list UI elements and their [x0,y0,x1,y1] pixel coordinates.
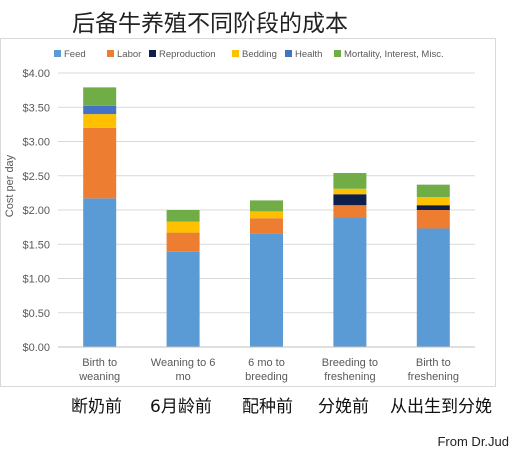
bar-segment [416,210,450,229]
bars [58,87,475,348]
page-title: 后备牛养殖不同阶段的成本 [72,11,348,37]
x-tick-label: Weaning to 6 mo [151,357,216,383]
chinese-label-2: 6月龄前 [150,397,212,417]
bar-segment [333,173,367,189]
legend-swatch [232,50,239,57]
legend-swatch [285,50,292,57]
bar-segment [333,194,367,206]
x-tick-label: Birth to freshening [408,357,459,383]
bar-segment [83,105,117,115]
chinese-label-1: 断奶前 [71,397,122,417]
legend-swatch [107,50,114,57]
legend-label: Reproduction [159,49,216,60]
legend-swatch [54,50,61,57]
x-tick-label: Breeding to freshening [322,357,378,383]
x-tick-label: Birth to weaning [78,357,120,383]
y-tick-label: $2.00 [22,205,50,217]
bar-segment [166,232,200,252]
bar-segment [83,198,117,347]
y-tick-label: $3.00 [22,137,50,149]
chinese-label-4: 分娩前 [318,397,369,417]
bar-segment [250,200,283,212]
legend-label: Labor [117,49,141,60]
y-tick-label: $0.50 [22,308,50,320]
bar-segment [416,196,450,206]
source-credit: From Dr.Jud [437,434,509,449]
y-tick-label: $0.00 [22,342,50,354]
chinese-label-5: 从出生到分娩 [390,397,492,417]
chinese-label-3: 配种前 [242,397,293,417]
bar-segment [250,218,283,234]
bar-segment [83,127,117,199]
bar-segment [166,210,200,222]
legend-label: Mortality, Interest, Misc. [344,49,444,60]
y-tick-label: $1.00 [22,274,50,286]
legend-label: Health [295,49,322,60]
x-axis-ticks: Birth to weaning Weaning to 6 mo 6 mo to bree… [78,357,459,383]
legend-label: Feed [64,49,86,60]
bar-segment [416,228,450,347]
chart-frame [0,38,496,387]
legend-label: Bedding [242,49,277,60]
y-tick-label: $1.50 [22,239,50,251]
x-tick-label: 6 mo to breeding [245,357,288,383]
y-tick-label: $2.50 [22,171,50,183]
y-tick-label: $3.50 [22,102,50,114]
bar-segment [333,188,367,195]
bar-segment [166,221,200,233]
bar-segment [250,233,283,347]
y-axis-ticks: $0.00 $0.50 $1.00 $1.50 $2.00 $2.50 $3.00 $3.50… [22,68,50,354]
bar-segment [83,87,117,106]
bar-segment [416,184,450,197]
bar-segment [250,211,283,219]
legend: Feed Labor Reproduction Bedding Health Mortal… [54,49,444,60]
legend-swatch [334,50,341,57]
bar-segment [333,217,367,347]
bar-segment [166,251,200,347]
bar-segment [416,205,450,210]
y-tick-label: $4.00 [22,68,50,80]
bar-segment [83,114,117,128]
bar-segment [333,205,367,218]
y-axis-label: Cost per day [4,154,16,217]
legend-swatch [149,50,156,57]
stacked-bar-chart: Feed Labor Reproduction Bedding Health Mortal… [0,38,496,387]
